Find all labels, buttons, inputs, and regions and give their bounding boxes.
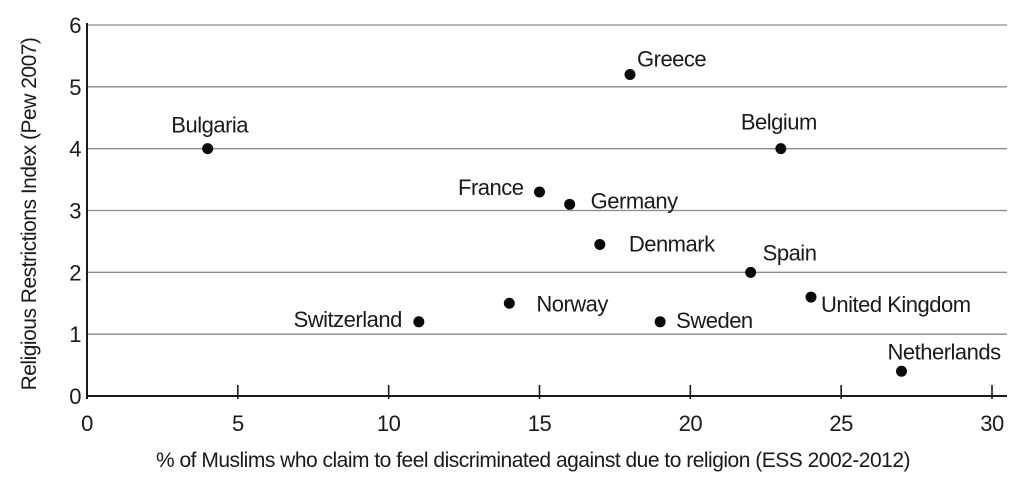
x-tick-label-20: 20 bbox=[679, 411, 703, 436]
y-tick-label-6: 6 bbox=[69, 13, 81, 38]
data-point-france bbox=[534, 186, 545, 198]
x-tick-label-5: 5 bbox=[232, 411, 244, 436]
y-axis-title: Religious Restrictions Index (Pew 2007) bbox=[18, 38, 41, 391]
y-tick-label-3: 3 bbox=[69, 199, 81, 224]
point-label-netherlands: Netherlands bbox=[888, 339, 1002, 364]
point-label-denmark: Denmark bbox=[629, 232, 716, 257]
point-label-spain: Spain bbox=[763, 240, 817, 265]
x-tick-label-10: 10 bbox=[377, 411, 401, 436]
point-label-france: France bbox=[458, 175, 524, 200]
y-tick-label-0: 0 bbox=[69, 384, 81, 409]
point-label-switzerland: Switzerland bbox=[294, 307, 402, 332]
point-label-greece: Greece bbox=[637, 46, 706, 71]
point-label-sweden: Sweden bbox=[676, 308, 753, 333]
data-point-sweden bbox=[654, 316, 666, 328]
data-point-spain bbox=[745, 266, 757, 278]
data-point-bulgaria bbox=[202, 143, 214, 155]
point-label-bulgaria: Bulgaria bbox=[171, 113, 249, 138]
data-point-united-kingdom bbox=[805, 291, 817, 303]
point-label-germany: Germany bbox=[591, 188, 678, 213]
x-tick-label-30: 30 bbox=[980, 411, 1004, 436]
y-tick-label-5: 5 bbox=[69, 75, 81, 100]
data-point-switzerland bbox=[413, 316, 425, 328]
x-axis-title: % of Muslims who claim to feel discrimin… bbox=[156, 449, 910, 472]
data-point-netherlands bbox=[896, 365, 907, 377]
point-label-united-kingdom: United Kingdom bbox=[821, 292, 971, 317]
data-point-belgium bbox=[775, 143, 787, 155]
data-point-norway bbox=[503, 297, 515, 309]
x-tick-label-25: 25 bbox=[829, 411, 853, 436]
y-tick-label-1: 1 bbox=[69, 322, 81, 347]
data-point-greece bbox=[624, 68, 636, 80]
x-tick-label-15: 15 bbox=[528, 411, 552, 436]
data-point-germany bbox=[564, 198, 576, 210]
point-label-belgium: Belgium bbox=[741, 110, 817, 135]
x-tick-label-0: 0 bbox=[81, 411, 93, 436]
y-tick-label-4: 4 bbox=[69, 137, 81, 162]
data-point-denmark bbox=[594, 239, 606, 251]
y-tick-label-2: 2 bbox=[69, 260, 81, 285]
plot-layer: 0 5 10 15 20 25 30 0 1 2 3 4 5 6 Bulgaria Greece Belgium… bbox=[69, 13, 1007, 436]
point-label-norway: Norway bbox=[536, 291, 608, 316]
